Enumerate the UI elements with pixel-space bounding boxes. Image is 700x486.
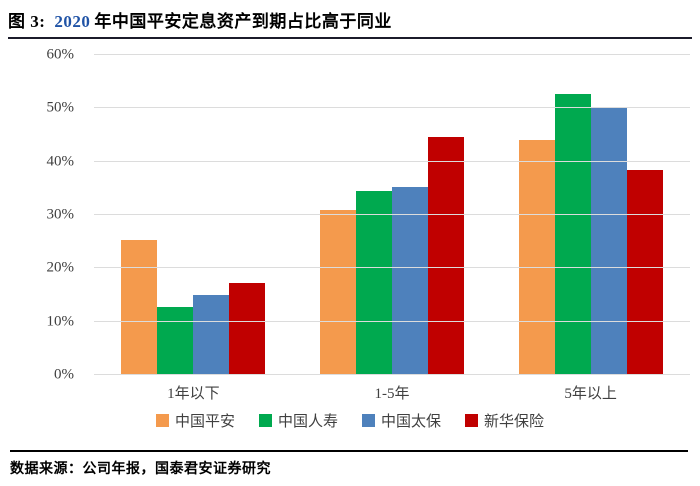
gridline [94,267,690,269]
chart-legend: 中国平安 中国人寿 中国太保 新华保险 [0,410,700,431]
figure-title: 图 3: 2020 年中国平安定息资产到期占比高于同业 [8,7,692,32]
legend-swatch [258,414,272,427]
bar [193,295,230,375]
bar [518,140,555,375]
y-tick-label: 40% [46,153,75,170]
legend-item: 中国平安 [155,410,235,431]
gridline [94,374,690,375]
y-tick-label: 30% [46,206,75,223]
title-divider [8,37,692,39]
bar-group [491,55,690,375]
bar [320,209,356,375]
y-tick-label: 50% [46,99,75,116]
bar [229,283,266,375]
bar [590,108,627,375]
legend-label: 中国太保 [381,414,442,430]
figure-number: 图 3: [8,12,46,31]
y-tick-label: 10% [46,313,75,330]
gridline [94,54,690,55]
bar-group [293,55,492,375]
x-category-label: 1-5年 [374,386,410,402]
bar-groups [94,55,690,375]
legend-label: 新华保险 [484,414,545,430]
y-tick-label: 20% [46,259,75,276]
bar-chart: 0% 10% 20% 30% 40% 50% 60% [0,47,700,382]
bar [428,137,464,375]
gridline [94,320,690,322]
gridline [94,160,690,162]
bar [157,306,194,375]
title-text: 年中国平安定息资产到期占比高于同业 [94,12,392,31]
x-category-label: 1年以下 [167,386,220,402]
y-tick-label: 0% [54,366,74,383]
bar [554,93,591,375]
legend-swatch [362,414,375,427]
figure-header: 图 3: 2020 年中国平安定息资产到期占比高于同业 [0,0,700,39]
legend-label: 中国平安 [174,414,235,430]
x-axis-labels: 1年以下 1-5年 5年以上 [94,375,690,403]
bar [392,187,428,375]
gridline [94,107,690,109]
legend-swatch [155,414,169,427]
bar-group [94,55,293,375]
legend-label: 中国人寿 [277,414,338,430]
plot-area [94,54,690,375]
y-tick-label: 60% [46,46,75,63]
legend-item: 新华保险 [465,410,544,431]
footer-divider [10,450,688,452]
y-axis: 0% 10% 20% 30% 40% 50% 60% [0,47,82,382]
source-note: 数据来源：公司年报，国泰君安证券研究 [10,462,271,477]
legend-item: 中国人寿 [258,410,338,431]
gridline [94,214,690,215]
legend-swatch [465,414,479,427]
x-category-label: 5年以上 [564,386,617,402]
legend-item: 中国太保 [362,410,441,431]
bar [121,240,158,375]
bar [626,169,663,375]
bar [356,191,392,375]
title-year: 2020 [54,12,91,31]
